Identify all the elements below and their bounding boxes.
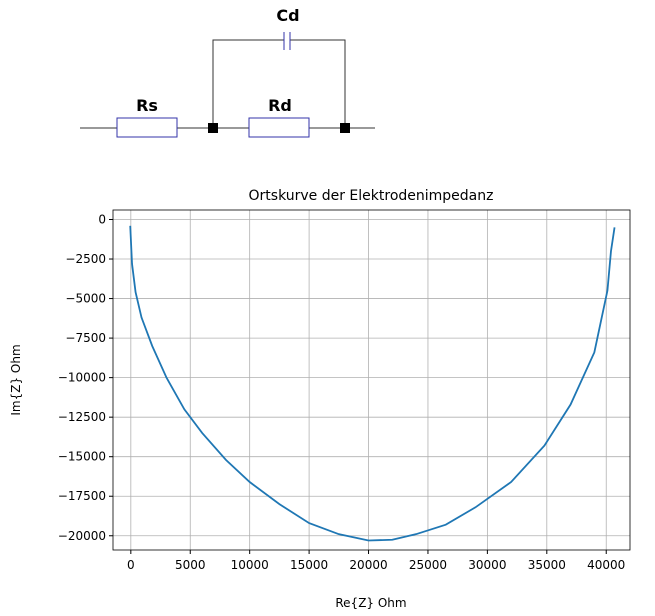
resistor-label: Rs [136,96,158,115]
x-tick-label: 5000 [175,558,206,572]
x-tick-label: 15000 [290,558,328,572]
x-tick-label: 30000 [468,558,506,572]
y-tick-label: 0 [98,212,106,226]
y-tick-label: −10000 [58,371,106,385]
x-tick-label: 20000 [349,558,387,572]
x-tick-label: 25000 [409,558,447,572]
x-tick-label: 10000 [231,558,269,572]
capacitor-label: Cd [276,6,299,25]
x-tick-label: 35000 [528,558,566,572]
y-tick-label: −12500 [58,410,106,424]
resistor-label: Rd [268,96,292,115]
y-tick-label: −15000 [58,450,106,464]
plot: 0 5000 10000 15000 20000 25000 30000 35000 40000… [58,209,631,572]
y-axis-label: Im{Z} Ohm [9,344,23,415]
y-tick-label: −2500 [65,252,106,266]
circuit-diagram: Cd Rs Rd [80,6,375,138]
x-tick-label: 0 [127,558,135,572]
data-line [129,225,616,542]
y-tick-label: −5000 [65,292,106,306]
chart-title: Ortskurve der Elektrodenimpedanz [249,188,494,204]
plot-frame [112,209,631,551]
y-tick-label: −17500 [58,489,106,503]
x-axis-label: Re{Z} Ohm [335,596,406,610]
x-tick-label: 40000 [587,558,625,572]
y-tick-label: −7500 [65,331,106,345]
y-tick-label: −20000 [58,529,106,543]
